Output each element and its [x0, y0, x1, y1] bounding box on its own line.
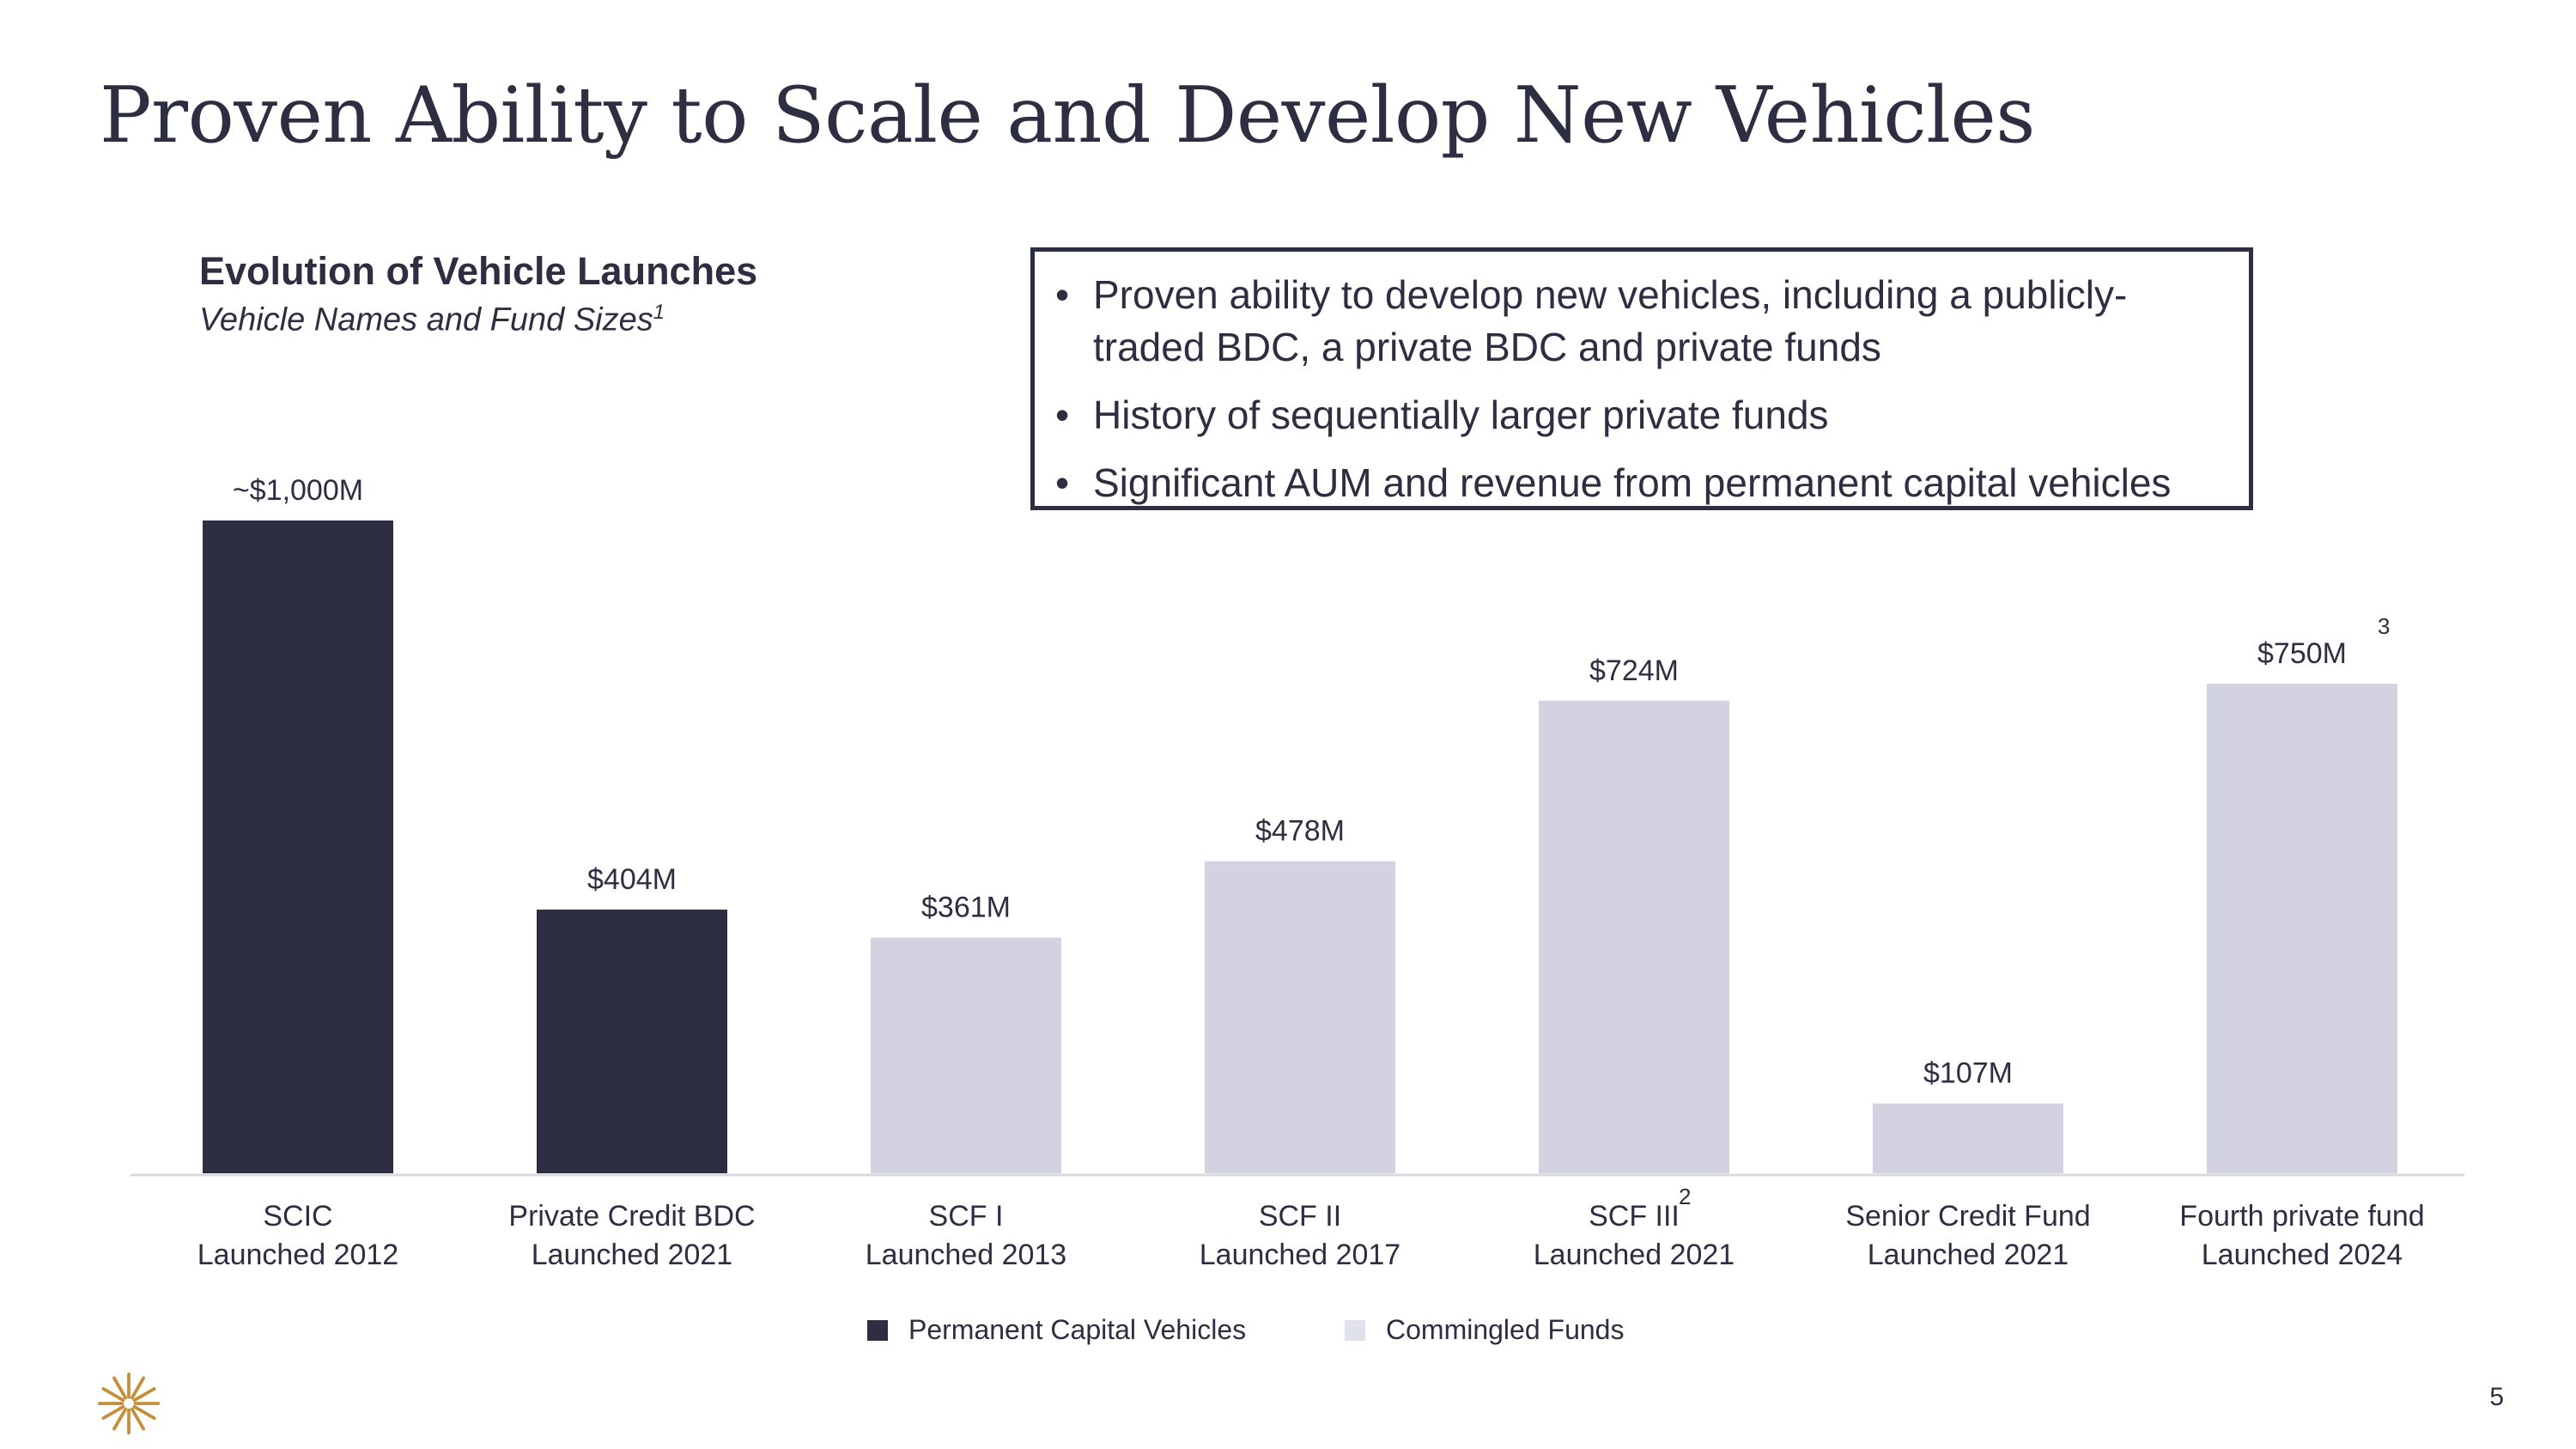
category-label-6: Senior Credit Fund — [1845, 1200, 2090, 1233]
bar-1 — [203, 521, 393, 1173]
legend-item-permanent: Permanent Capital Vehicles — [867, 1314, 1246, 1346]
key-point-text: History of sequentially larger private f… — [1093, 393, 1829, 437]
data-label-3: $361M — [921, 892, 1011, 924]
category-label-2: Private Credit BDC — [508, 1200, 755, 1233]
key-point-1: • Proven ability to develop new vehicles,… — [1055, 269, 2228, 374]
key-point-text: Proven ability to develop new vehicles, … — [1093, 272, 2128, 317]
legend-item-commingled: Commingled Funds — [1345, 1314, 1624, 1346]
data-label-4: $478M — [1255, 815, 1345, 848]
logo-ray — [101, 1387, 125, 1403]
bar-7 — [2207, 684, 2397, 1173]
bar-5 — [1539, 700, 1729, 1173]
data-label-7: $750M — [2257, 637, 2347, 670]
logo-ray — [132, 1404, 156, 1420]
data-label-6: $107M — [1923, 1057, 2013, 1090]
launch-label-6: Launched 2021 — [1868, 1239, 2069, 1271]
logo-ray — [130, 1376, 145, 1400]
bar-3 — [871, 937, 1061, 1173]
category-label-4: SCF II — [1259, 1200, 1341, 1233]
launch-label-4: Launched 2017 — [1200, 1239, 1400, 1271]
logo-ray — [101, 1404, 125, 1420]
key-points-callout: • Proven ability to develop new vehicles,… — [1030, 247, 2253, 510]
chart-heading: Evolution of Vehicle Launches — [199, 249, 758, 293]
logo-ray — [112, 1376, 128, 1400]
legend-label-commingled: Commingled Funds — [1386, 1314, 1625, 1345]
launch-label-3: Launched 2013 — [866, 1239, 1066, 1271]
category-label-7: Fourth private fund — [2179, 1200, 2424, 1233]
bar-6 — [1873, 1103, 2063, 1173]
launch-label-7: Launched 2024 — [2202, 1239, 2403, 1271]
category-label-3: SCF I — [929, 1200, 1004, 1233]
data-label-1: ~$1,000M — [233, 474, 363, 507]
logo-ray — [112, 1407, 128, 1431]
bullet-dot-icon: • — [1055, 393, 1070, 437]
starburst-logo-icon — [97, 1372, 161, 1435]
value-footnote-7: 3 — [2378, 613, 2390, 639]
data-label-2: $404M — [587, 863, 677, 896]
legend-label-permanent: Permanent Capital Vehicles — [908, 1314, 1247, 1345]
bar-2 — [537, 909, 727, 1173]
logo-ray — [130, 1407, 145, 1431]
key-point-2: • History of sequentially larger private … — [1055, 389, 2228, 441]
key-point-text: traded BDC, a private BDC and private fu… — [1093, 325, 1881, 369]
chart-subheading-text: Vehicle Names and Fund Sizes — [199, 301, 653, 338]
legend-swatch-commingled — [1345, 1319, 1365, 1341]
launch-label-5: Launched 2021 — [1534, 1239, 1735, 1271]
bullet-dot-icon: • — [1055, 272, 1070, 317]
chart-subheading: Vehicle Names and Fund Sizes1 — [199, 301, 757, 339]
key-point-3: • Significant AUM and revenue from perman… — [1055, 457, 2228, 509]
key-points-list: • Proven ability to develop new vehicles,… — [1055, 269, 2228, 509]
chart-legend: Permanent Capital Vehicles Commingled Fu… — [0, 1314, 2576, 1357]
bullet-dot-icon: • — [1055, 460, 1070, 505]
key-point-text: Significant AUM and revenue from permane… — [1093, 460, 2172, 505]
chart-heading-block: Evolution of Vehicle Launches Vehicle Na… — [199, 249, 757, 338]
category-label-5: SCF III — [1589, 1200, 1680, 1233]
category-footnote-5: 2 — [1679, 1184, 1691, 1209]
page-number: 5 — [2489, 1383, 2504, 1411]
data-label-5: $724M — [1589, 654, 1679, 687]
launch-label-2: Launched 2021 — [532, 1239, 732, 1271]
footnote-marker: 1 — [653, 300, 665, 324]
page-title: Proven Ability to Scale and Develop New … — [100, 70, 2035, 161]
logo-ray — [132, 1387, 156, 1403]
category-label-1: SCIC — [263, 1200, 332, 1233]
legend-swatch-permanent — [867, 1319, 888, 1341]
bar-4 — [1205, 861, 1395, 1173]
launch-label-1: Launched 2012 — [197, 1239, 398, 1271]
